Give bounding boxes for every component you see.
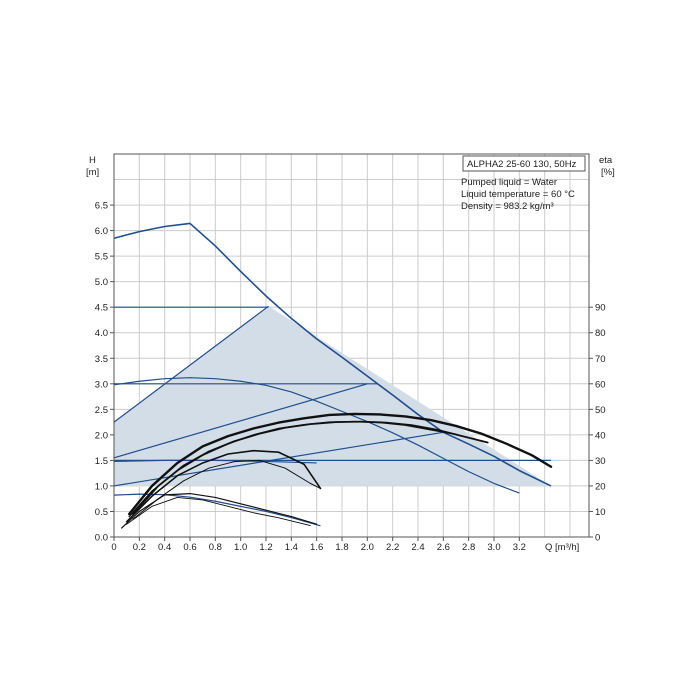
x-tick-label: 0.4 <box>158 542 171 553</box>
x-tick-label: 3.2 <box>513 542 526 553</box>
head-curve <box>113 383 368 459</box>
y-axis-left-title-line1: H <box>89 155 96 166</box>
y-left-tick-label: 0.0 <box>95 533 108 544</box>
y-left-tick-label: 0.5 <box>95 507 108 518</box>
y-left-tick-label: 4.5 <box>95 303 108 314</box>
y-left-tick-label: 3.5 <box>95 354 108 365</box>
efficiency-curve <box>125 449 322 523</box>
y-left-tick-label: 5.0 <box>95 277 108 288</box>
y-axis-left-title-line2: [m] <box>86 167 99 178</box>
x-tick-label: 2.4 <box>411 542 424 553</box>
x-tick-label: 2.6 <box>437 542 450 553</box>
y-left-tick-label: 6.5 <box>95 201 108 212</box>
y-axis-right-title-line1: eta <box>599 155 613 166</box>
y-left-tick-label: 1.5 <box>95 456 108 467</box>
x-tick-label: 0.6 <box>183 542 196 553</box>
legend-info-temperature: Liquid temperature = 60 °C <box>461 189 575 200</box>
y-left-tick-label: 2.5 <box>95 405 108 416</box>
y-right-tick-label: 40 <box>595 430 606 441</box>
x-tick-label: 0.8 <box>209 542 222 553</box>
y-right-tick-label: 10 <box>595 507 606 518</box>
efficiency-curve <box>128 420 457 518</box>
x-tick-label: 2.2 <box>386 542 399 553</box>
head-curve <box>113 222 552 487</box>
head-curve <box>113 459 317 464</box>
y-right-tick-label: 50 <box>595 405 606 416</box>
y-left-tick-label: 4.0 <box>95 328 108 339</box>
y-right-tick-label: 20 <box>595 481 606 492</box>
efficiency-curve <box>127 412 553 516</box>
head-curves <box>113 222 552 527</box>
legend-box: ALPHA2 25-60 130, 50Hz Pumped liquid = W… <box>461 155 586 212</box>
axis-ticks: 0 0.2 0.4 0.6 0.8 1.0 1.2 1.4 1.6 1.8 2.0 2.2 2.4 2.6… <box>95 201 606 553</box>
x-tick-label: 1.8 <box>335 542 348 553</box>
x-tick-label: 1.4 <box>285 542 298 553</box>
y-right-tick-label: 80 <box>595 328 606 339</box>
y-axis-right-title: eta [%] <box>599 155 615 178</box>
y-left-tick-label: 1.0 <box>95 481 108 492</box>
x-tick-label: 1.6 <box>310 542 323 553</box>
legend-info-liquid: Pumped liquid = Water <box>461 177 557 188</box>
chart-title: ALPHA2 25-60 130, 50Hz <box>467 159 577 170</box>
efficiency-curve <box>132 459 321 520</box>
x-tick-label: 3.0 <box>487 542 500 553</box>
operating-area-fill <box>114 306 551 486</box>
x-tick-label: 1.2 <box>259 542 272 553</box>
x-tick-label: 2.8 <box>462 542 475 553</box>
y-right-tick-label: 30 <box>595 456 606 467</box>
y-left-tick-label: 2.0 <box>95 430 108 441</box>
operating-area <box>114 306 551 486</box>
x-tick-label: 0 <box>111 542 116 553</box>
efficiency-curve <box>126 496 311 526</box>
y-axis-right-title-line2: [%] <box>601 167 615 178</box>
y-right-tick-label: 70 <box>595 354 606 365</box>
x-tick-label: 2.0 <box>361 542 374 553</box>
y-right-tick-label: 0 <box>595 533 600 544</box>
efficiency-curves <box>120 412 553 529</box>
efficiency-curve <box>120 492 318 529</box>
legend-title-frame <box>462 155 586 172</box>
x-tick-label: 0.2 <box>133 542 146 553</box>
head-curve <box>113 305 269 423</box>
y-right-tick-label: 90 <box>595 303 606 314</box>
y-left-tick-label: 3.0 <box>95 379 108 390</box>
legend-info-density: Density = 983.2 kg/m³ <box>461 201 554 212</box>
head-curve <box>113 377 520 494</box>
y-right-tick-label: 60 <box>595 379 606 390</box>
plot-frame <box>113 153 590 538</box>
y-left-tick-label: 6.0 <box>95 226 108 237</box>
head-curve <box>113 493 321 527</box>
x-axis-title: Q [m³/h] <box>545 542 579 553</box>
y-left-tick-label: 5.5 <box>95 252 108 263</box>
x-tick-label: 1.0 <box>234 542 247 553</box>
y-axis-left-title: H [m] <box>86 155 99 178</box>
